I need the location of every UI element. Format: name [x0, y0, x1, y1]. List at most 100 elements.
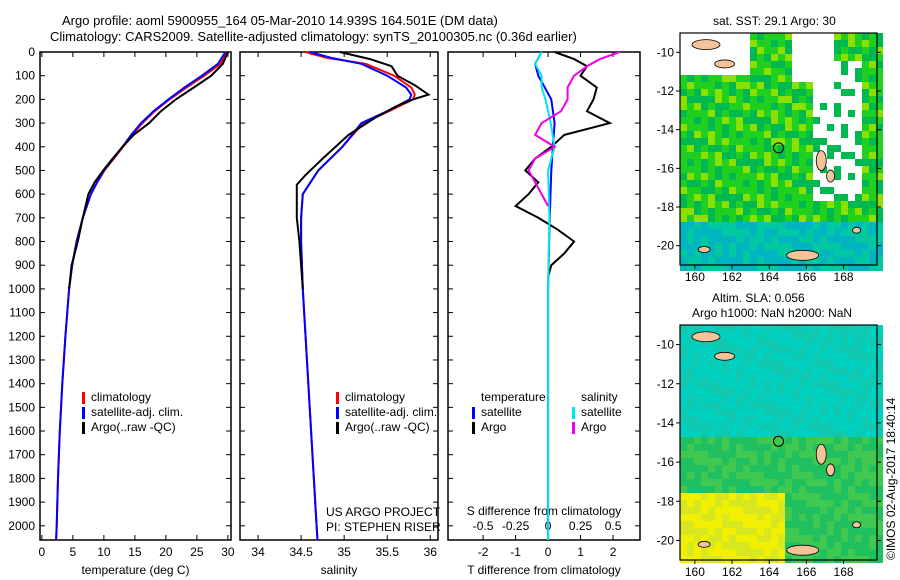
map-cell: [827, 131, 834, 138]
map-cell: [855, 82, 862, 89]
map-cell: [862, 395, 869, 402]
map-cell: [722, 243, 729, 250]
map-cell: [785, 514, 792, 521]
map-cell: [806, 117, 813, 124]
map-cell: [701, 395, 708, 402]
map-cell: [743, 82, 750, 89]
map-cell: [834, 416, 841, 423]
map-cell: [729, 103, 736, 110]
map-cell: [806, 409, 813, 416]
map-cell: [694, 54, 701, 61]
map-cell: [757, 514, 764, 521]
map-cell: [862, 243, 869, 250]
map-cell: [680, 388, 687, 395]
map-cell: [750, 96, 757, 103]
map-cell: [743, 465, 750, 472]
map-cell: [694, 325, 701, 332]
map-cell: [701, 131, 708, 138]
map-cell: [862, 542, 869, 549]
map-cell: [855, 437, 862, 444]
map-cell: [750, 257, 757, 264]
map-cell: [834, 89, 841, 96]
map-cell: [694, 194, 701, 201]
map-cell: [813, 402, 820, 409]
map-cell: [806, 222, 813, 229]
map-cell: [729, 444, 736, 451]
map-cell: [869, 75, 876, 82]
map-cell: [820, 549, 827, 556]
map-cell: [848, 395, 855, 402]
map-cell: [729, 409, 736, 416]
map-cell: [869, 257, 876, 264]
map-cell: [743, 430, 750, 437]
map-cell: [855, 360, 862, 367]
map-cell: [876, 444, 883, 451]
map-cell: [855, 479, 862, 486]
map-cell: [764, 243, 771, 250]
map-cell: [876, 486, 883, 493]
map-cell: [771, 257, 778, 264]
map-cell: [736, 465, 743, 472]
map-cell: [792, 173, 799, 180]
map-cell: [799, 325, 806, 332]
map-cell: [778, 514, 785, 521]
map-cell: [827, 381, 834, 388]
map-cell: [848, 409, 855, 416]
map-cell: [799, 187, 806, 194]
map-cell: [792, 201, 799, 208]
map-cell: [680, 353, 687, 360]
map-cell: [820, 117, 827, 124]
map-cell: [750, 360, 757, 367]
map-cell: [841, 367, 848, 374]
map-cell: [799, 131, 806, 138]
map-cell: [750, 194, 757, 201]
map-cell: [876, 257, 883, 264]
y-tick-label: 1900: [8, 495, 35, 509]
map-cell: [827, 353, 834, 360]
map-cell: [848, 528, 855, 535]
map-cell: [820, 89, 827, 96]
map-cell: [771, 339, 778, 346]
map-cell: [736, 409, 743, 416]
map-cell: [708, 75, 715, 82]
map-cell: [736, 430, 743, 437]
map-cell: [827, 96, 834, 103]
map-cell: [813, 180, 820, 187]
map-cell: [827, 103, 834, 110]
map-cell: [750, 47, 757, 54]
map-cell: [771, 472, 778, 479]
map-cell: [743, 124, 750, 131]
map-cell: [722, 542, 729, 549]
map-cell: [834, 75, 841, 82]
map-cell: [813, 542, 820, 549]
map-cell: [680, 542, 687, 549]
map-cell: [848, 346, 855, 353]
x-tick-label: -2: [478, 545, 489, 559]
map-cell: [785, 479, 792, 486]
map-cell: [764, 61, 771, 68]
map-cell: [827, 82, 834, 89]
map-cell: [862, 152, 869, 159]
map-cell: [694, 521, 701, 528]
map-cell: [778, 444, 785, 451]
map-cell: [876, 194, 883, 201]
map-cell: [785, 180, 792, 187]
map-cell: [729, 138, 736, 145]
map-cell: [855, 117, 862, 124]
map-cell: [869, 229, 876, 236]
map-cell: [855, 243, 862, 250]
map-cell: [862, 360, 869, 367]
project-info: US ARGO PROJECT PI: STEPHEN RISER: [326, 505, 441, 535]
map-cell: [841, 257, 848, 264]
map-cell: [764, 131, 771, 138]
map-cell: [680, 493, 687, 500]
map-cell: [855, 145, 862, 152]
map-cell: [785, 201, 792, 208]
map-cell: [876, 236, 883, 243]
map-cell: [778, 549, 785, 556]
map-cell: [827, 236, 834, 243]
map-cell: [736, 507, 743, 514]
map-cell: [806, 243, 813, 250]
map-cell: [834, 430, 841, 437]
map-cell: [855, 33, 862, 40]
